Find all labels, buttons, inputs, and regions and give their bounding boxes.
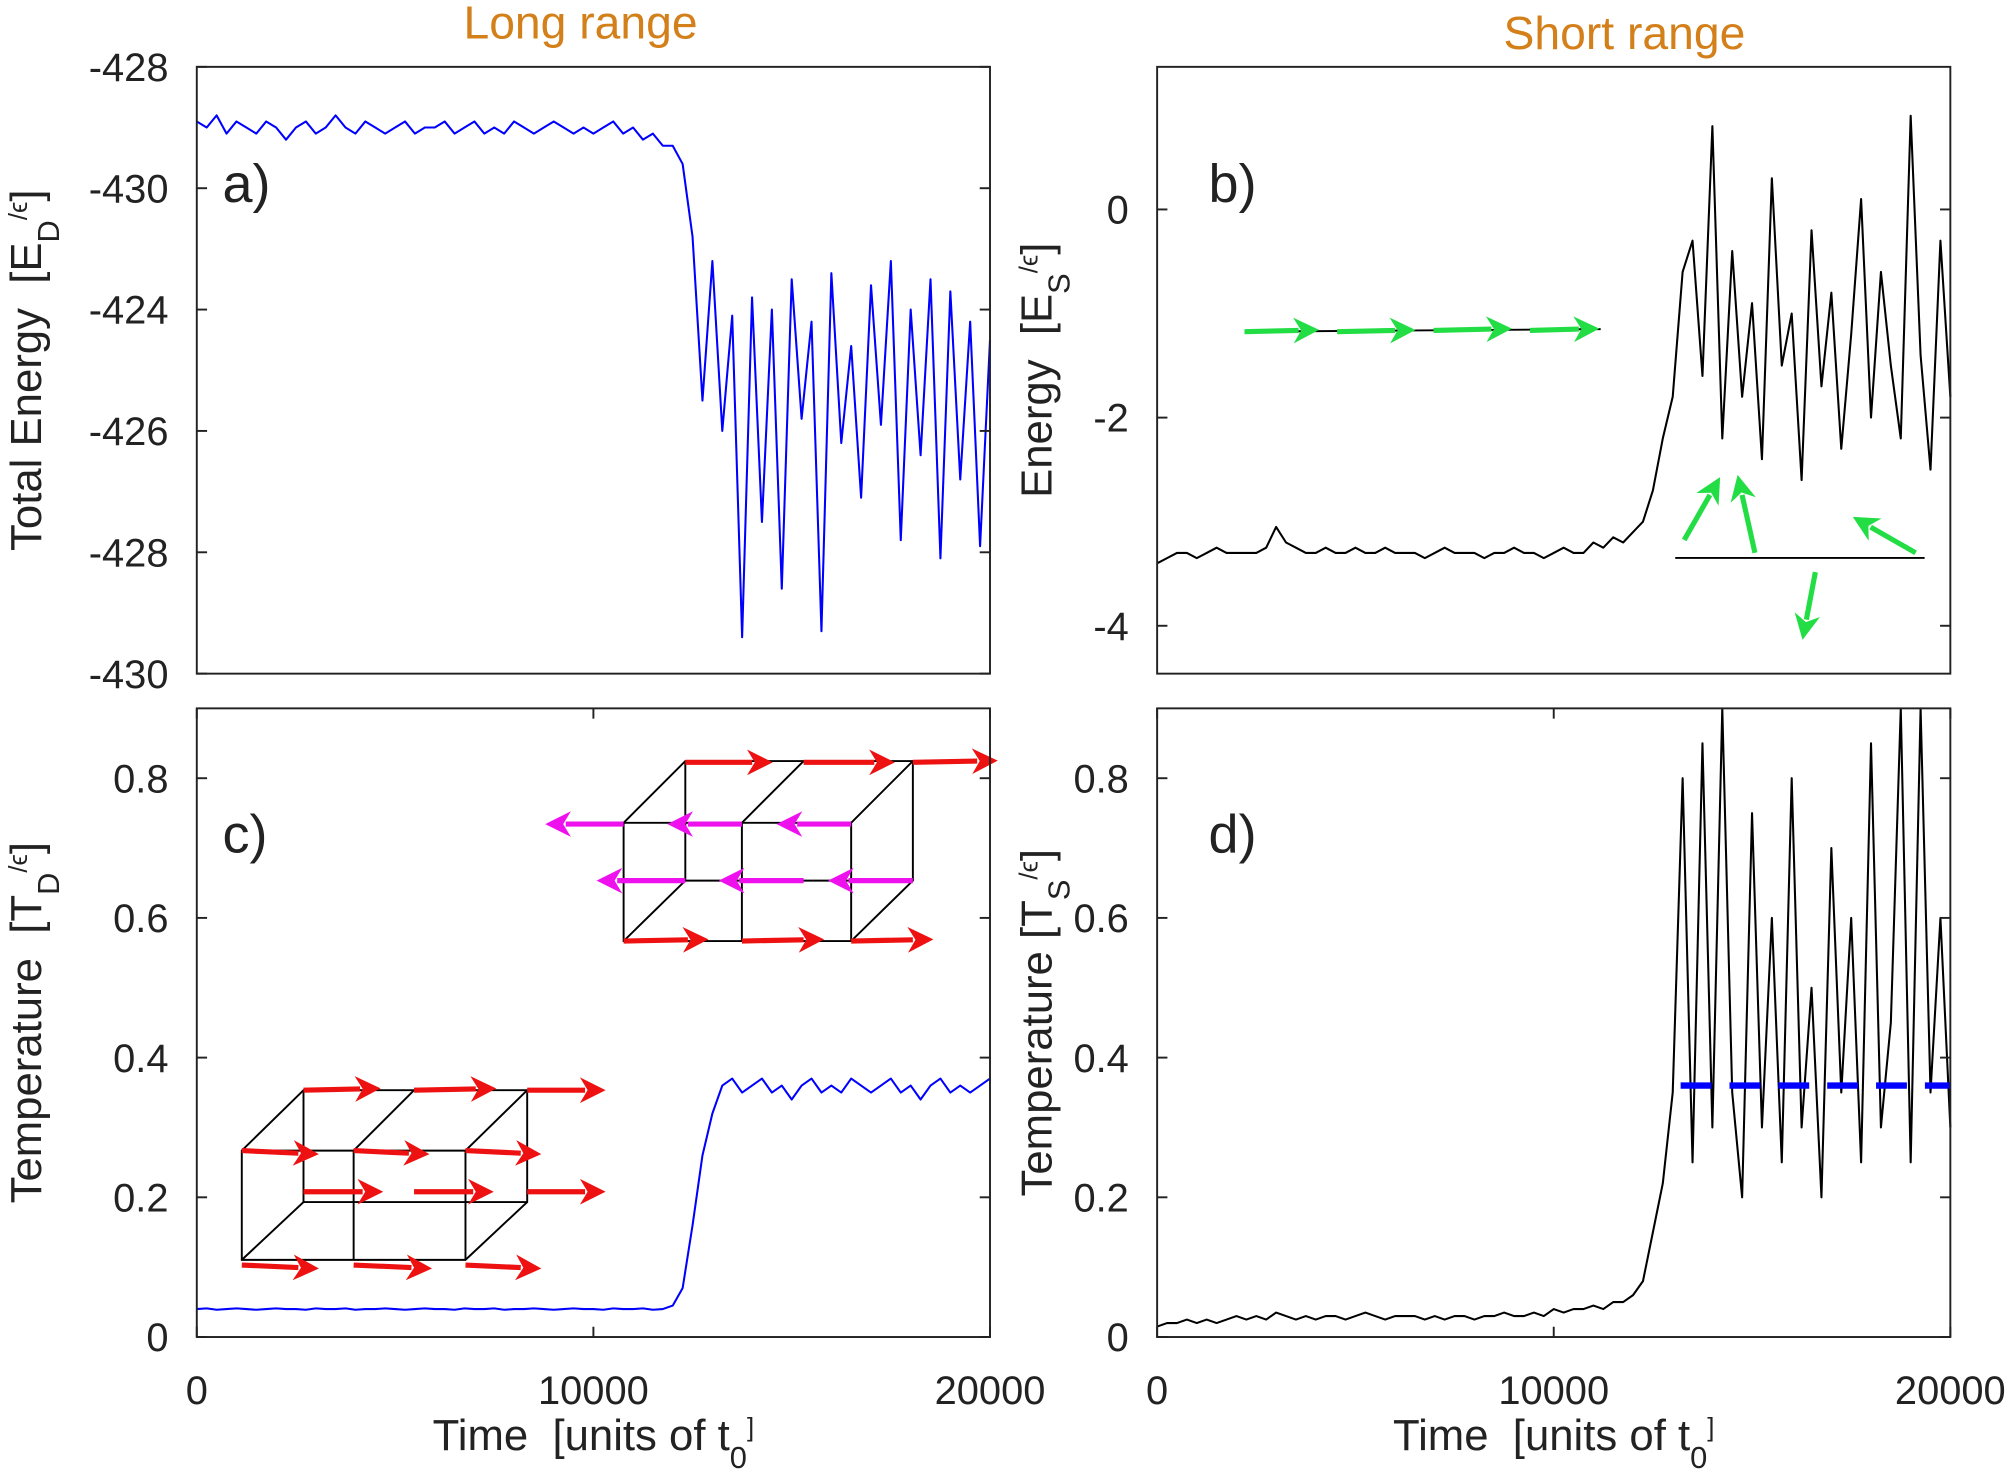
y-axis-label-part: Temperature [T [1013,900,1062,1196]
data-line [196,1077,991,1311]
y-axis-label: Energy [ES/ϵ] [1013,243,1077,498]
y-axis-label-part: Temperature [T [2,895,51,1203]
y-tick-label: -430 [89,653,169,697]
chart-title: Long range [463,0,697,49]
x-tick-label: 0 [1146,1369,1168,1413]
y-tick-label: 0.8 [113,757,168,801]
data-line [1156,114,1952,565]
y-axis-label-part: ] [2,190,51,202]
y-tick-label: 0 [1107,189,1129,233]
y-axis-label-part: /ϵ [5,202,33,221]
y-axis-label-part: /ϵ [1016,255,1044,273]
inset-ferro-chain [1244,316,1601,344]
x-axis-label-part: Time [units of t [1393,1411,1690,1460]
y-axis-label-part: /ϵ [5,854,33,872]
chart-title: Short range [1504,7,1746,59]
y-axis-label-part: ] [2,842,51,854]
y-axis-label-part: D [31,873,66,895]
y-tick-label: 0.2 [113,1176,168,1220]
x-axis-label: Time [units of t0] [1393,1411,1714,1475]
y-axis-label-part: Total Energy [E [2,242,51,551]
x-axis-label-part: 0 [730,1440,747,1475]
inset-antiferro-cube [545,748,998,953]
y-axis-label: Temperature [TS/ϵ] [1013,849,1076,1197]
y-tick-label: -430 [89,167,169,211]
inset-ferro-cube [240,1076,606,1281]
y-axis-label-part: Energy [E [1013,294,1062,498]
y-axis-label: Total Energy [ED/ϵ] [2,190,66,551]
panel-label: c) [223,804,268,864]
y-axis-label-part: ] [1013,849,1062,861]
inset-disordered-chain [1675,474,1925,640]
plot-frame [195,65,991,675]
panel-label: b) [1209,154,1257,214]
y-axis-label-part: S [1041,880,1076,901]
x-axis-label-part: Time [units of t [433,1411,730,1460]
x-axis-label-part: 0 [1690,1440,1707,1475]
y-axis-label-part: S [1041,273,1076,294]
x-tick-label: 20000 [1895,1369,2006,1413]
data-line [196,114,992,639]
y-tick-label: 0 [1107,1316,1129,1360]
y-tick-label: 0.4 [113,1037,168,1081]
y-tick-label: 0.6 [1073,897,1128,941]
y-tick-label: 0.8 [1073,757,1128,801]
y-axis-label-part: D [31,220,66,242]
x-tick-label: 20000 [935,1369,1046,1413]
panel-label: d) [1209,804,1257,864]
x-axis-label-part: ] [747,1414,754,1442]
y-tick-label: 0.2 [1073,1176,1128,1220]
y-tick-label: -4 [1093,605,1128,649]
y-tick-label: -424 [89,289,169,333]
panel-label: a) [223,154,271,214]
y-tick-label: -2 [1093,397,1128,441]
y-axis-label-part: ] [1013,243,1062,255]
plot-frame [1156,707,1952,1338]
data-line [1156,707,1952,1328]
plot-frame [1156,65,1952,675]
y-tick-label: 0.4 [1073,1037,1128,1081]
x-tick-label: 0 [186,1369,208,1413]
y-tick-label: -426 [89,410,169,454]
x-axis-label-part: ] [1707,1414,1714,1442]
y-tick-label: -428 [89,531,169,575]
y-tick-label: 0.6 [113,897,168,941]
y-axis-label: Temperature [TD/ϵ] [2,842,65,1203]
y-axis-label-part: /ϵ [1016,861,1044,880]
y-tick-label: -428 [89,46,169,90]
x-tick-label: 10000 [538,1369,649,1413]
x-tick-label: 10000 [1498,1369,1609,1413]
y-tick-label: 0 [146,1316,168,1360]
x-axis-label: Time [units of t0] [433,1411,754,1475]
